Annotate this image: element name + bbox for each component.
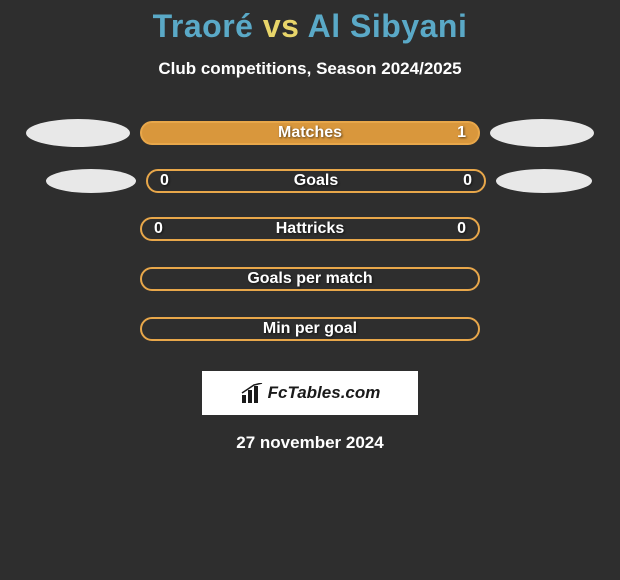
bar-chart-icon <box>240 383 264 403</box>
stat-row-matches: Matches 1 <box>0 119 620 147</box>
title-vs: vs <box>253 8 307 44</box>
player-right-ellipse <box>496 169 592 193</box>
stats-area: Matches 1 0 Goals 0 0 Hattricks 0 Goals per matc… <box>0 119 620 343</box>
stat-bar-min_per_goal: Min per goal <box>140 317 480 341</box>
logo-text: FcTables.com <box>268 383 381 403</box>
spacer <box>490 265 594 293</box>
stat-row-goals_per_match: Goals per match <box>0 265 620 293</box>
player-left-ellipse <box>26 119 130 147</box>
comparison-infographic: Traoré vs Al Sibyani Club competitions, … <box>0 0 620 453</box>
stat-label: Goals <box>294 172 338 190</box>
spacer <box>26 215 130 243</box>
stat-bar-goals_per_match: Goals per match <box>140 267 480 291</box>
player-right-ellipse <box>490 119 594 147</box>
stat-row-goals: 0 Goals 0 <box>0 169 620 193</box>
stat-right-value: 1 <box>457 124 466 142</box>
spacer <box>26 315 130 343</box>
stat-left-value: 0 <box>160 172 169 190</box>
player-left-ellipse <box>46 169 136 193</box>
spacer <box>490 215 594 243</box>
stat-label: Hattricks <box>276 220 344 238</box>
title-right: Al Sibyani <box>308 8 468 44</box>
stat-bar-hattricks: 0 Hattricks 0 <box>140 217 480 241</box>
logo-box: FcTables.com <box>202 371 418 415</box>
stat-left-value: 0 <box>154 220 163 238</box>
title-left: Traoré <box>153 8 254 44</box>
spacer <box>26 265 130 293</box>
date-line: 27 november 2024 <box>0 433 620 453</box>
stat-right-value: 0 <box>457 220 466 238</box>
stat-right-value: 0 <box>463 172 472 190</box>
stat-label: Goals per match <box>247 270 372 288</box>
subtitle: Club competitions, Season 2024/2025 <box>0 59 620 79</box>
stat-label: Matches <box>278 124 342 142</box>
page-title: Traoré vs Al Sibyani <box>0 8 620 45</box>
stat-row-hattricks: 0 Hattricks 0 <box>0 215 620 243</box>
stat-label: Min per goal <box>263 320 357 338</box>
stat-bar-matches: Matches 1 <box>140 121 480 145</box>
stat-bar-goals: 0 Goals 0 <box>146 169 486 193</box>
spacer <box>490 315 594 343</box>
stat-row-min_per_goal: Min per goal <box>0 315 620 343</box>
